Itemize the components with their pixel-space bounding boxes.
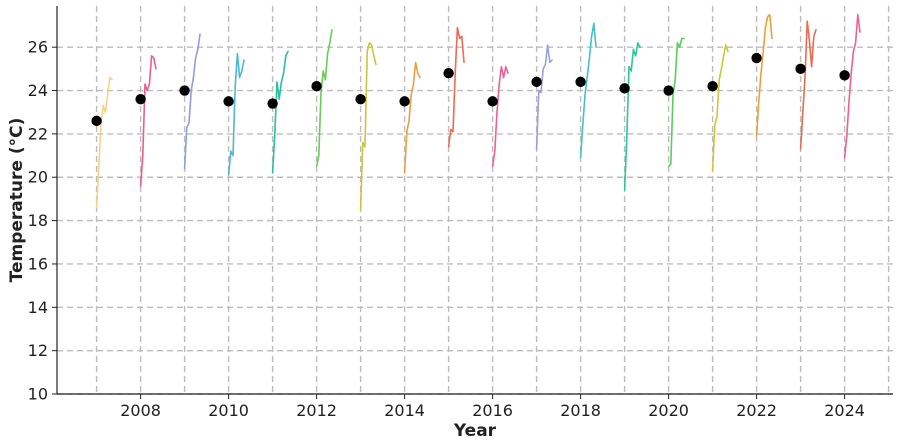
x-tick-label: 2018 [560, 401, 601, 420]
axes-layer [56, 6, 893, 395]
annual-point [839, 70, 850, 81]
x-tick-label: 2022 [736, 401, 777, 420]
y-tick-label: 16 [28, 254, 48, 273]
y-tick-label: 26 [28, 38, 48, 57]
series-line [711, 44, 729, 172]
series-line [667, 37, 685, 168]
y-axis-title: Temperature (°C) [7, 118, 27, 283]
annual-point [311, 81, 322, 92]
series-line [183, 33, 201, 170]
annual-point [135, 94, 146, 105]
annual-point [179, 85, 190, 96]
y-tick-label: 22 [28, 124, 48, 143]
y-tick-label: 12 [28, 341, 48, 360]
series-line [315, 29, 333, 168]
annual-points-layer [91, 52, 850, 127]
x-tick-label: 2014 [384, 401, 425, 420]
series-line [579, 22, 597, 159]
annual-point [267, 98, 278, 109]
series-line [491, 65, 509, 168]
annual-point [223, 96, 234, 107]
x-tick-label: 2020 [648, 401, 689, 420]
annual-point [619, 83, 630, 94]
annual-point [531, 76, 542, 88]
annual-point [355, 94, 366, 105]
annual-point [663, 85, 674, 96]
annual-point [91, 115, 102, 127]
series-line [623, 42, 641, 192]
series-line [843, 13, 861, 159]
series-line [447, 26, 465, 148]
annual-point [487, 96, 498, 107]
x-tick-label: 2012 [296, 401, 337, 420]
series-line [403, 61, 421, 174]
annual-point [707, 81, 718, 92]
y-tick-label: 18 [28, 211, 48, 230]
annual-point [443, 67, 454, 79]
annual-point [795, 63, 806, 75]
series-line [95, 76, 113, 209]
x-tick-label: 2024 [824, 401, 865, 420]
x-tick-label: 2010 [208, 401, 249, 420]
annual-point [399, 96, 410, 107]
annual-point [751, 52, 762, 64]
grid-layer [57, 6, 893, 395]
series-line [535, 44, 553, 150]
y-tick-label: 20 [28, 168, 48, 187]
series-line [139, 55, 157, 187]
x-tick-label: 2008 [120, 401, 161, 420]
series-line [359, 42, 377, 211]
y-tick-label: 24 [28, 81, 48, 100]
annual-point [575, 76, 586, 88]
y-tick-label: 14 [28, 298, 48, 317]
series-layer [95, 13, 861, 211]
x-axis-title: Year [453, 421, 497, 441]
series-line [227, 52, 245, 176]
x-tick-label: 2016 [472, 401, 513, 420]
series-line [271, 50, 289, 174]
series-line [799, 20, 817, 150]
y-tick-label: 10 [28, 385, 48, 404]
series-line [755, 13, 773, 137]
